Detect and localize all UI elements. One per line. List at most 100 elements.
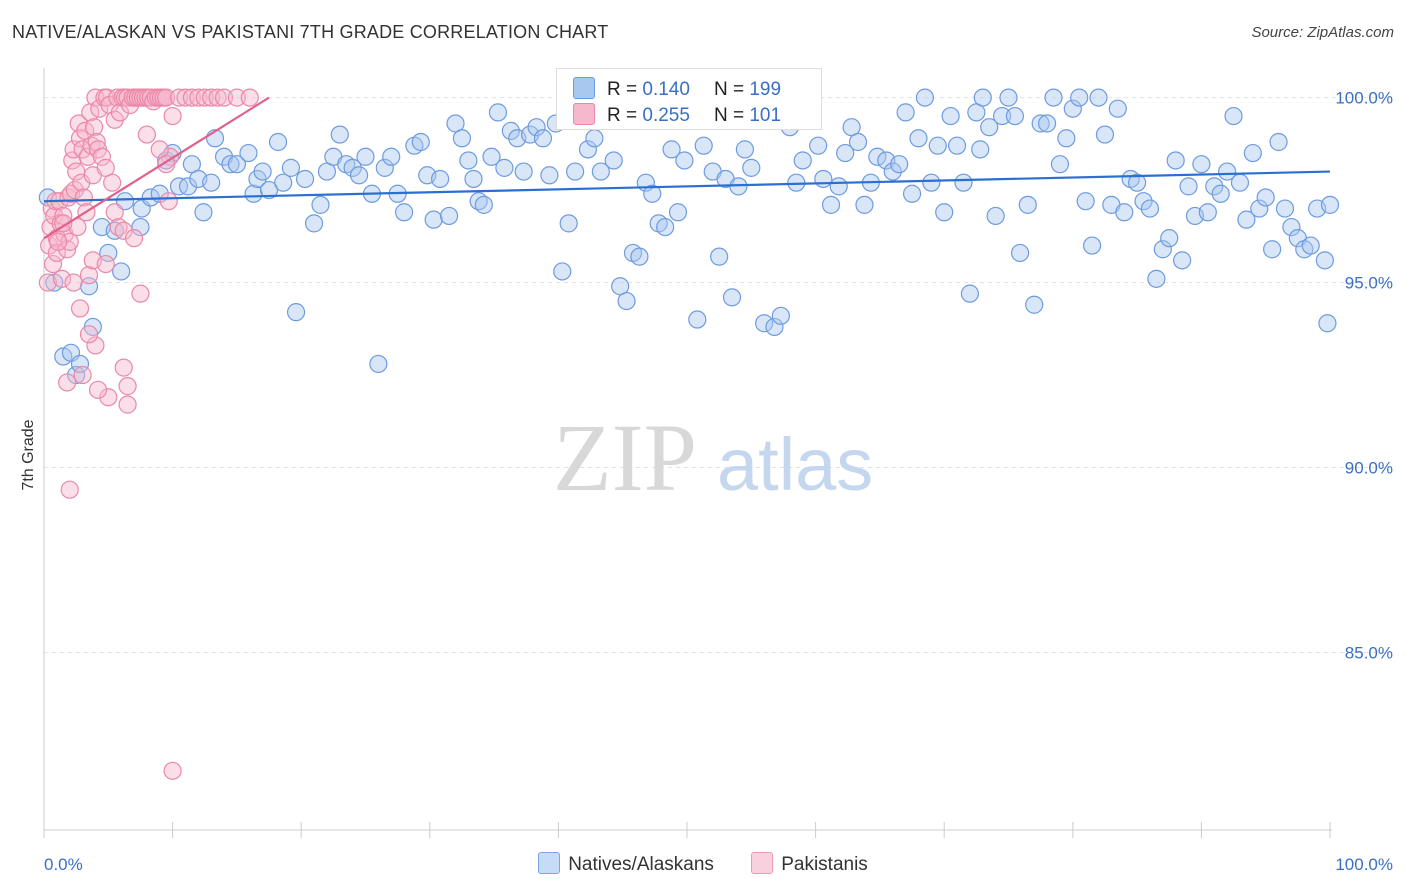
natives-point [1237,210,1256,229]
pakistanis-point [92,147,111,166]
natives-point [227,155,246,174]
natives-point [1166,151,1185,170]
natives-point [915,88,935,107]
natives-point [1025,295,1044,314]
legend-label-pakistanis: Pakistanis [781,854,868,875]
natives-point [1250,199,1269,218]
pakistanis-point [159,192,178,211]
natives-point [902,184,922,203]
natives-point [1192,155,1211,174]
y-axis-label: 7th Grade [20,419,37,490]
natives-point [1160,229,1179,248]
natives-point [1318,314,1337,333]
natives-point [482,147,501,166]
natives-point [1263,240,1282,259]
source-label: Source: ZipAtlas.com [1251,24,1394,41]
natives-point [178,177,198,196]
natives-point [1205,177,1224,196]
pakistanis-point [70,299,90,318]
natives-point [1301,236,1320,255]
natives-point [630,247,649,266]
pakistanis-point [163,106,182,126]
stats-legend: R = 0.140 N = 199 R = 0.255 N = 101 [556,68,822,130]
pakistanis-point [118,88,137,107]
chart-title: NATIVE/ALASKAN VS PAKISTANI 7TH GRADE CO… [12,22,609,42]
natives-point [559,214,578,233]
y-tick-label: 95.0% [1345,274,1393,293]
pakistanis-point [214,88,234,107]
natives-point [1070,88,1089,107]
natives-point [281,158,301,177]
natives-point [809,136,828,155]
watermark: ZIP atlas [553,404,873,511]
natives-point [99,243,118,263]
natives-point [829,177,848,196]
natives-point [971,140,990,159]
natives-point [960,284,980,303]
natives-point [1095,125,1115,144]
natives-point [1320,195,1340,214]
natives-point [369,354,388,374]
pakistanis-point [54,206,73,226]
pakistanis-point [74,188,93,207]
natives-point [928,136,947,155]
natives-point [999,88,1018,107]
natives-point [553,262,572,281]
natives-point [1173,251,1192,270]
pakistanis-r-value: 0.255 [642,105,690,126]
natives-point [585,129,604,148]
natives-point [771,306,790,325]
natives-point [941,106,960,126]
natives-point [1082,236,1102,255]
natives-point [1243,143,1262,163]
natives-points [38,88,1340,385]
natives-point [194,203,213,222]
natives-point [848,132,868,152]
natives-point [1315,251,1334,270]
natives-point [495,158,514,177]
natives-point [922,173,941,192]
natives-point [821,195,841,214]
natives-point [268,132,288,152]
natives-point [643,184,662,203]
natives-point [514,162,533,181]
natives-point [604,151,623,170]
natives-point [814,169,833,189]
natives-r-value: 0.140 [642,79,690,100]
stats-row-natives: R = 0.140 N = 199 [573,77,781,103]
natives-point [710,247,729,266]
pakistanis-point [43,254,63,274]
natives-point [239,143,258,163]
pakistanis-point [169,88,189,107]
pakistanis-point [240,88,259,107]
legend-item-pakistanis[interactable]: Pakistanis [751,852,868,876]
legend-item-natives[interactable]: Natives/Alaskans [538,852,714,876]
natives-point [1076,192,1095,211]
natives-point [112,262,131,281]
legend-label-natives: Natives/Alaskans [568,854,714,875]
pakistanis-point [208,88,227,107]
natives-point [1127,173,1147,192]
natives-point [439,206,459,226]
natives-point [349,166,369,185]
pakistanis-point [96,158,115,177]
natives-point [311,195,330,214]
natives-point [755,314,774,333]
natives-point [1057,129,1076,148]
natives-point [464,169,483,189]
pakistanis-point [99,388,118,407]
natives-point [1224,106,1243,126]
natives-point [115,192,135,211]
natives-point [1134,192,1153,211]
natives-point [474,195,493,214]
natives-point [527,118,546,137]
y-tick-label: 85.0% [1345,643,1393,662]
natives-point [735,140,754,159]
natives-point [343,158,362,177]
natives-point [1037,114,1057,133]
natives-point [1230,173,1250,192]
n-label: N = [713,79,745,100]
natives-point [1063,99,1082,118]
n-label: N = [713,105,745,126]
pakistanis-point [49,232,68,251]
